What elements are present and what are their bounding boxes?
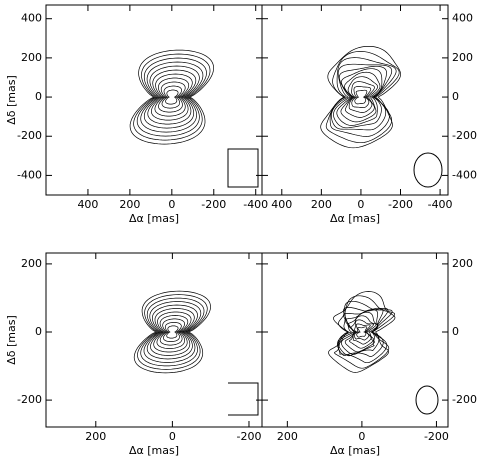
panel-frame xyxy=(261,252,449,428)
x-tick-label: 0 xyxy=(357,198,364,211)
contour xyxy=(351,86,372,109)
contour xyxy=(344,311,378,353)
contour xyxy=(153,311,192,353)
x-axis-label: Δα [mas] xyxy=(129,444,179,457)
y-tick-label: 200 xyxy=(452,51,473,64)
contour xyxy=(356,326,368,338)
beam-ellipse xyxy=(413,152,443,188)
x-tick-label: 400 xyxy=(271,198,292,211)
x-tick-label: 0 xyxy=(169,430,176,443)
panel-frame xyxy=(261,4,449,196)
contour xyxy=(154,77,190,117)
contour xyxy=(133,290,211,374)
x-tick-label: 200 xyxy=(277,430,298,443)
contour xyxy=(133,53,211,141)
contour xyxy=(163,322,182,342)
contour xyxy=(344,76,379,118)
contour xyxy=(161,85,182,109)
y-tick-label: 0 xyxy=(452,325,459,338)
y-tick-label: 0 xyxy=(35,325,42,338)
x-axis-label: Δα [mas] xyxy=(330,212,380,225)
contour xyxy=(146,304,198,360)
contour xyxy=(137,294,208,370)
contour xyxy=(143,301,202,363)
y-tick-label: 400 xyxy=(21,12,42,25)
y-tick-label: -200 xyxy=(17,129,42,142)
contour xyxy=(136,57,207,137)
y-tick-label: 0 xyxy=(452,90,459,103)
x-tick-label: 200 xyxy=(119,198,140,211)
contour xyxy=(328,291,396,373)
x-tick-label: -200 xyxy=(236,430,261,443)
beam-box xyxy=(227,148,259,188)
x-axis-label: Δα [mas] xyxy=(129,212,179,225)
contour xyxy=(165,89,179,105)
x-tick-label: 0 xyxy=(358,430,365,443)
y-tick-label: -200 xyxy=(452,129,477,142)
x-tick-label: 200 xyxy=(85,430,106,443)
y-tick-label: 200 xyxy=(452,257,473,270)
x-tick-label: 200 xyxy=(311,198,332,211)
beam-box xyxy=(228,382,259,416)
x-tick-label: 0 xyxy=(168,198,175,211)
contour xyxy=(143,65,200,129)
y-tick-label: -400 xyxy=(17,168,42,181)
contour xyxy=(333,65,387,129)
contour xyxy=(338,307,384,357)
x-tick-label: 400 xyxy=(77,198,98,211)
contour xyxy=(348,81,375,113)
x-tick-label: -200 xyxy=(201,198,226,211)
y-tick-label: 0 xyxy=(35,90,42,103)
contour xyxy=(151,73,193,121)
y-tick-label: -200 xyxy=(452,393,477,406)
contour xyxy=(129,49,214,145)
contour xyxy=(166,325,179,339)
x-axis-label: Δα [mas] xyxy=(330,444,380,457)
contour xyxy=(336,68,383,126)
beam-ellipse xyxy=(415,385,439,415)
contour xyxy=(352,319,374,345)
y-axis-label: Δδ [mas] xyxy=(5,75,18,125)
contour xyxy=(140,61,204,133)
y-tick-label: 200 xyxy=(21,51,42,64)
y-tick-label: -400 xyxy=(452,168,477,181)
contour xyxy=(156,315,189,349)
contour xyxy=(325,51,400,144)
contour xyxy=(150,308,195,356)
contour xyxy=(147,69,197,125)
contour xyxy=(348,315,377,349)
x-tick-label: -200 xyxy=(388,198,413,211)
x-tick-label: -400 xyxy=(428,198,453,211)
x-tick-label: -400 xyxy=(243,198,268,211)
contour xyxy=(320,45,401,149)
contour xyxy=(340,71,381,123)
contour xyxy=(158,81,186,113)
contour xyxy=(159,318,185,346)
y-tick-label: 400 xyxy=(452,12,473,25)
y-axis-label: Δδ [mas] xyxy=(5,315,18,365)
x-tick-label: -200 xyxy=(424,430,449,443)
y-tick-label: 200 xyxy=(21,257,42,270)
panel-frame xyxy=(45,252,263,428)
contour xyxy=(354,89,368,105)
contour xyxy=(340,309,379,355)
y-tick-label: -200 xyxy=(17,393,42,406)
contour xyxy=(140,297,205,367)
